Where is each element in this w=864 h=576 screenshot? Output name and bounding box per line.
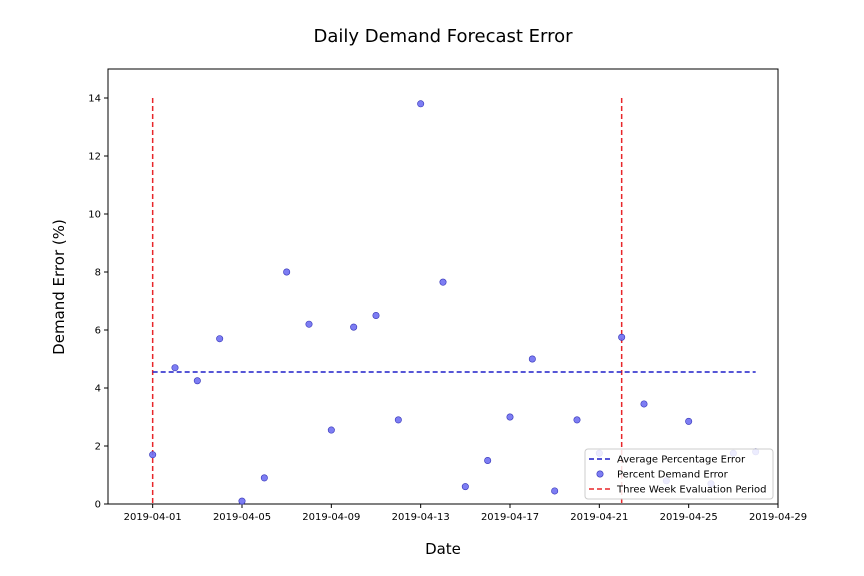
data-point bbox=[238, 497, 246, 505]
legend: Average Percentage Error Percent Demand E… bbox=[584, 448, 774, 500]
y-tick-label: 2 bbox=[95, 442, 101, 453]
data-point bbox=[260, 474, 268, 482]
x-tick-label: 2019-04-17 bbox=[481, 512, 539, 523]
data-point bbox=[685, 417, 693, 425]
data-point bbox=[193, 377, 201, 385]
y-tick-label: 10 bbox=[88, 210, 101, 221]
data-point bbox=[551, 487, 559, 495]
data-point bbox=[283, 268, 291, 276]
chart-title: Daily Demand Forecast Error bbox=[313, 26, 573, 47]
y-tick-label: 8 bbox=[95, 268, 101, 279]
data-point bbox=[618, 333, 626, 341]
legend-box bbox=[584, 448, 774, 500]
data-point bbox=[439, 278, 447, 286]
x-axis-label: Date bbox=[425, 540, 461, 558]
data-point bbox=[506, 413, 514, 421]
x-tick-label: 2019-04-25 bbox=[660, 512, 718, 523]
plot-frame bbox=[107, 68, 779, 505]
x-tick-label: 2019-04-29 bbox=[749, 512, 807, 523]
legend-entry: Three Week Evaluation Period bbox=[616, 485, 767, 496]
data-point bbox=[305, 320, 313, 328]
data-point bbox=[484, 456, 492, 464]
x-tick-label: 2019-04-21 bbox=[570, 512, 628, 523]
data-point bbox=[417, 100, 425, 108]
x-tick-label: 2019-04-01 bbox=[124, 512, 182, 523]
legend-entry: Percent Demand Error bbox=[617, 470, 729, 481]
data-point bbox=[171, 364, 179, 372]
y-tick-label: 14 bbox=[88, 94, 101, 105]
data-point bbox=[573, 416, 581, 424]
data-point bbox=[327, 426, 335, 434]
x-tick-label: 2019-04-09 bbox=[302, 512, 360, 523]
x-tick-label: 2019-04-05 bbox=[213, 512, 271, 523]
plot-area: 0 2 4 6 8 10 12 14 2019-04-01 2019-04-05 2019-04-0… bbox=[88, 68, 807, 523]
data-point bbox=[372, 311, 380, 319]
y-tick-label: 12 bbox=[88, 152, 101, 163]
data-point bbox=[394, 416, 402, 424]
data-point bbox=[350, 323, 358, 331]
x-tick-label: 2019-04-13 bbox=[392, 512, 450, 523]
y-tick-label: 0 bbox=[95, 500, 101, 511]
data-point bbox=[640, 400, 648, 408]
legend-entry: Average Percentage Error bbox=[617, 455, 746, 466]
data-point bbox=[461, 483, 469, 491]
legend-marker-points bbox=[596, 470, 604, 478]
y-tick-label: 6 bbox=[95, 326, 101, 337]
data-point bbox=[528, 355, 536, 363]
data-point bbox=[216, 335, 224, 343]
y-axis-label: Demand Error (%) bbox=[50, 219, 68, 355]
data-point bbox=[149, 451, 157, 459]
y-tick-label: 4 bbox=[95, 384, 101, 395]
